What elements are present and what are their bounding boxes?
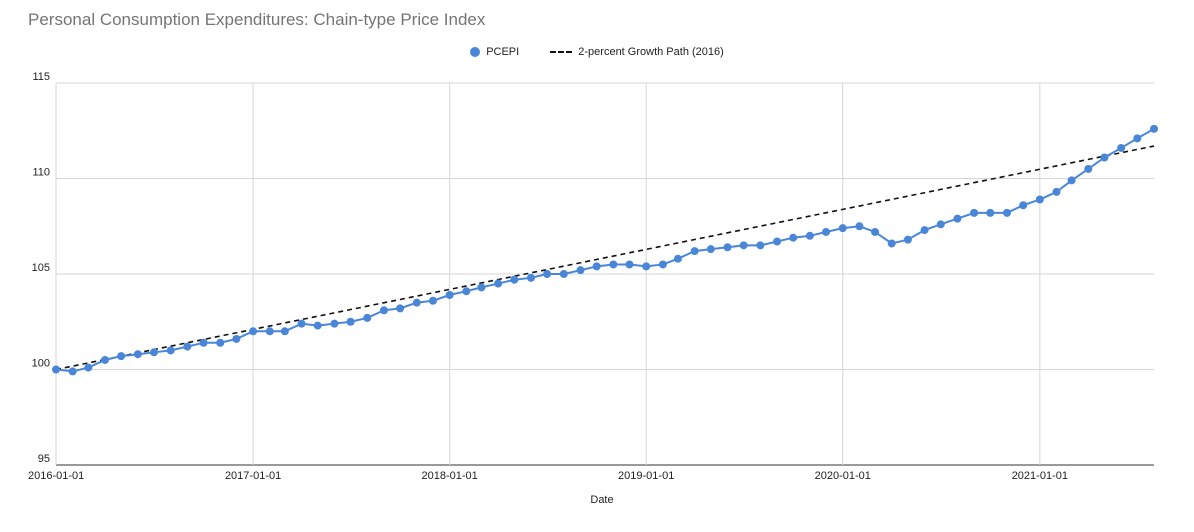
data-point-pcepi[interactable] — [936, 220, 945, 229]
data-point-pcepi[interactable] — [609, 260, 618, 269]
data-point-pcepi[interactable] — [330, 319, 339, 328]
data-point-pcepi[interactable] — [216, 338, 225, 347]
series-layer — [52, 124, 1158, 376]
data-point-pcepi[interactable] — [199, 338, 208, 347]
data-point-pcepi[interactable] — [150, 348, 159, 357]
data-point-pcepi[interactable] — [855, 222, 864, 231]
x-tick-label: 2017-01-01 — [225, 470, 281, 482]
data-point-pcepi[interactable] — [970, 208, 979, 217]
data-point-pcepi[interactable] — [822, 227, 831, 236]
chart-legend: PCEPI 2-percent Growth Path (2016) — [0, 46, 1194, 58]
legend-entry-growth-path[interactable]: 2-percent Growth Path (2016) — [550, 46, 724, 58]
data-point-pcepi[interactable] — [297, 319, 306, 328]
data-point-pcepi[interactable] — [1100, 153, 1109, 162]
data-point-pcepi[interactable] — [592, 262, 601, 271]
data-point-pcepi[interactable] — [526, 273, 535, 282]
data-point-pcepi[interactable] — [690, 247, 699, 256]
x-tick-label: 2016-01-01 — [28, 470, 84, 482]
data-point-pcepi[interactable] — [1084, 164, 1093, 173]
data-point-pcepi[interactable] — [756, 241, 765, 250]
y-tick-label: 110 — [32, 167, 50, 179]
data-point-pcepi[interactable] — [642, 262, 651, 271]
data-point-pcepi[interactable] — [445, 291, 454, 300]
data-point-pcepi[interactable] — [494, 279, 503, 288]
legend-marker-pcepi — [470, 47, 481, 58]
data-point-pcepi[interactable] — [477, 283, 486, 292]
data-point-pcepi[interactable] — [1067, 176, 1076, 185]
axis-ticks: 95 100 105 110 115 2016-01-01 2017-01-01 2018-0… — [28, 71, 1068, 482]
y-tick-label: 105 — [32, 262, 50, 274]
series-line-pcepi — [55, 127, 1155, 373]
data-point-pcepi[interactable] — [576, 266, 585, 275]
x-tick-label: 2019-01-01 — [618, 470, 674, 482]
data-point-pcepi[interactable] — [346, 317, 355, 326]
data-point-pcepi[interactable] — [773, 237, 782, 246]
x-axis-title: Date — [590, 494, 613, 506]
legend-label-pcepi: PCEPI — [486, 46, 520, 59]
data-point-pcepi[interactable] — [265, 327, 274, 336]
data-point-pcepi[interactable] — [805, 231, 814, 240]
legend-label-growth-path: 2-percent Growth Path (2016) — [578, 46, 724, 59]
data-point-pcepi[interactable] — [723, 243, 732, 252]
data-point-pcepi[interactable] — [249, 327, 258, 336]
data-point-pcepi[interactable] — [1150, 124, 1158, 133]
data-point-pcepi[interactable] — [920, 226, 929, 235]
data-point-pcepi[interactable] — [183, 342, 192, 351]
x-tick-label: 2018-01-01 — [422, 470, 478, 482]
y-tick-label: 115 — [32, 71, 50, 83]
data-point-pcepi[interactable] — [887, 239, 896, 248]
data-point-pcepi[interactable] — [363, 313, 372, 322]
chart-title: Personal Consumption Expenditures: Chain… — [28, 10, 486, 29]
data-point-pcepi[interactable] — [1035, 195, 1044, 204]
data-point-pcepi[interactable] — [84, 363, 93, 372]
data-point-pcepi[interactable] — [52, 365, 60, 374]
x-tick-label: 2020-01-01 — [815, 470, 871, 482]
data-point-pcepi[interactable] — [789, 233, 798, 242]
data-point-pcepi[interactable] — [1117, 143, 1126, 152]
data-point-pcepi[interactable] — [625, 260, 634, 269]
data-point-pcepi[interactable] — [166, 346, 175, 355]
data-point-pcepi[interactable] — [838, 224, 847, 233]
data-point-pcepi[interactable] — [396, 304, 405, 313]
data-point-pcepi[interactable] — [133, 350, 142, 359]
data-point-pcepi[interactable] — [1133, 134, 1142, 143]
legend-entry-pcepi[interactable]: PCEPI — [470, 46, 519, 58]
data-point-pcepi[interactable] — [412, 298, 421, 307]
data-point-pcepi[interactable] — [739, 241, 748, 250]
data-point-pcepi[interactable] — [1002, 208, 1011, 217]
data-point-pcepi[interactable] — [871, 227, 880, 236]
series-line-growth-path — [55, 145, 1155, 371]
legend-marker-growth-path — [550, 51, 573, 54]
data-point-pcepi[interactable] — [101, 355, 110, 364]
data-point-pcepi[interactable] — [117, 352, 126, 361]
data-point-pcepi[interactable] — [903, 235, 912, 244]
data-point-pcepi[interactable] — [313, 321, 322, 330]
data-point-pcepi[interactable] — [462, 287, 471, 296]
data-point-pcepi[interactable] — [510, 275, 519, 284]
data-point-pcepi[interactable] — [68, 367, 77, 376]
data-point-pcepi[interactable] — [953, 214, 962, 223]
x-tick-label: 2021-01-01 — [1012, 470, 1068, 482]
data-point-pcepi[interactable] — [1052, 187, 1061, 196]
y-tick-label: 100 — [32, 358, 50, 370]
data-point-pcepi[interactable] — [1019, 201, 1028, 210]
data-point-pcepi[interactable] — [706, 245, 715, 254]
y-tick-label: 95 — [38, 453, 50, 465]
data-point-pcepi[interactable] — [543, 270, 552, 278]
data-point-pcepi[interactable] — [379, 306, 388, 315]
data-point-pcepi[interactable] — [280, 327, 289, 336]
data-point-pcepi[interactable] — [428, 296, 437, 305]
data-point-pcepi[interactable] — [559, 270, 568, 278]
data-point-pcepi[interactable] — [232, 334, 241, 343]
data-point-pcepi[interactable] — [673, 254, 682, 263]
data-point-pcepi[interactable] — [658, 260, 667, 269]
data-point-pcepi[interactable] — [986, 208, 995, 217]
grid-lines — [55, 82, 1154, 466]
